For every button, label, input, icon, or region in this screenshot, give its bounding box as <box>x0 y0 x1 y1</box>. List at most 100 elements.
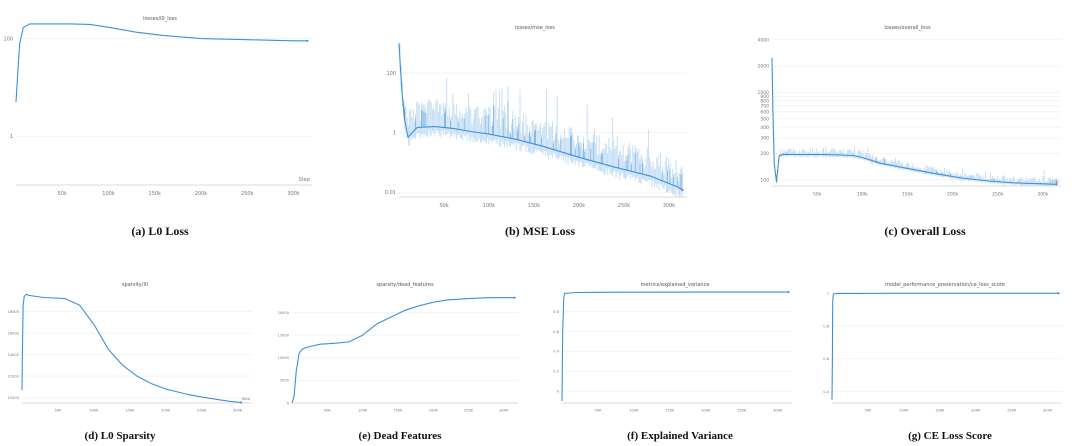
x-tick-label: 150K <box>125 409 135 413</box>
series-line <box>561 291 789 402</box>
x-tick-label: 100K <box>89 409 99 413</box>
x-tick-label: 250K <box>737 409 747 413</box>
y-tick-label: 0.6 <box>823 357 829 361</box>
chart-svg: 1 0.8 0.6 0.4 50K 100K 150K 200K 250K 300K <box>823 292 1062 413</box>
series-end-point <box>306 39 309 42</box>
x-tick-label: 250k <box>241 191 254 197</box>
x-tick-label: 150K <box>665 409 675 413</box>
y-tick-label: 4000 <box>758 37 770 43</box>
series-end-point <box>1055 183 1058 186</box>
y-tick-label: 10000 <box>278 356 290 360</box>
y-tick-label: 0.8 <box>553 310 559 314</box>
x-tick-label: 200K <box>701 409 711 413</box>
x-tick-label: 50k <box>58 191 67 197</box>
x-tick-label: 250K <box>197 409 207 413</box>
x-tick-label: 300K <box>1043 409 1053 413</box>
x-tick-label: 200k <box>195 191 208 197</box>
chart-ce-loss-score: 1 0.8 0.6 0.4 50K 100K 150K 200K 250K 300K model_… <box>810 282 1080 417</box>
y-tick-label: 18000 <box>8 310 20 314</box>
y-tick-label: 1 <box>827 292 829 296</box>
series-line <box>398 43 683 191</box>
x-tick-label: 300K <box>233 409 243 413</box>
x-tick-label: 250K <box>1007 409 1017 413</box>
y-tick-label: 12000 <box>8 374 20 378</box>
series-line <box>21 293 242 404</box>
x-tick-label: 150k <box>528 203 541 209</box>
chart-title: sparsity/l0 <box>121 282 149 288</box>
x-tick-label: 100K <box>358 409 368 413</box>
chart-title: metrics/explained_variance <box>640 282 710 288</box>
caption-dead-features: (e) Dead Features <box>358 430 442 442</box>
x-tick-label: 100k <box>857 192 869 198</box>
x-tick-label: 50K <box>54 409 62 413</box>
caption-mse-loss: (b) MSE Loss <box>504 224 575 238</box>
x-tick-label: 100K <box>899 409 909 413</box>
x-tick-label: 50K <box>324 409 332 413</box>
series-line <box>291 297 515 404</box>
x-tick-label: 200k <box>947 192 959 198</box>
y-tick-label: 800 <box>760 98 769 104</box>
chart-title: losses/mse_loss <box>515 25 555 31</box>
caption-explained-variance: (f) Explained Variance <box>627 430 733 442</box>
x-tick-label: 300k <box>287 191 300 197</box>
x-tick-label: 300k <box>1037 192 1049 198</box>
y-tick-label: 300 <box>760 136 769 142</box>
chart-svg: 0 5000 10000 15000 20000 50K 100K 150K 200K 250K 3… <box>278 296 518 413</box>
series-end-point <box>787 290 790 294</box>
series-end-point <box>240 401 243 404</box>
x-tick-label: 100K <box>629 409 639 413</box>
x-tick-label: 200K <box>971 409 981 413</box>
series-line <box>831 292 1059 400</box>
y-tick-label: 10000 <box>8 396 20 400</box>
caption-ce-loss-score: (g) CE Loss Score <box>908 430 992 442</box>
caption-overall-loss: (c) Overall Loss <box>884 224 966 238</box>
y-tick-label: 100 <box>760 177 769 183</box>
y-tick-label: 5000 <box>280 379 290 383</box>
x-tick-label: 50K <box>864 409 872 413</box>
x-tick-label: 150k <box>902 192 914 198</box>
chart-mse-loss: 100 1 0.01 50k 100k 150k 200k 250k 300k losses/m… <box>365 20 705 215</box>
y-tick-label: 0 <box>557 389 560 393</box>
x-tick-label: 250K <box>464 409 474 413</box>
y-tick-label: 1 <box>10 134 13 140</box>
y-tick-label: 16000 <box>8 331 20 335</box>
y-tick-label: 500 <box>760 116 769 122</box>
chart-title: model_performance_preservation/ce_loss_s… <box>885 282 1005 288</box>
caption-l0-loss: (a) L0 Loss <box>131 224 189 238</box>
y-tick-label: 0.2 <box>553 370 559 374</box>
x-tick-label: 250k <box>618 203 631 209</box>
x-tick-label: 50K <box>594 409 602 413</box>
chart-svg: 100 1 0.01 50k 100k 150k 200k 250k 300k <box>385 42 687 209</box>
x-tick-label: 200K <box>161 409 171 413</box>
series-end-point <box>1057 292 1060 295</box>
series-end-point <box>681 188 684 192</box>
chart-overall-loss: 4000 2000 1000 900 800 700 600 500 400 300 200 100 5… <box>740 20 1075 200</box>
y-tick-label: 700 <box>760 104 769 110</box>
y-tick-label: 1000 <box>758 90 770 96</box>
chart-dead-features: 0 5000 10000 15000 20000 50K 100K 150K 200K 250K 3… <box>270 282 540 417</box>
x-tick-label: 150K <box>393 409 403 413</box>
x-tick-label: 150K <box>935 409 945 413</box>
x-tick-label: 50k <box>439 203 448 209</box>
x-tick-label: 50k <box>813 192 822 198</box>
y-tick-label: 0 <box>287 401 290 405</box>
y-tick-label: 600 <box>760 109 769 115</box>
x-axis-label: Step <box>242 397 251 401</box>
y-tick-label: 400 <box>760 125 769 131</box>
y-tick-label: 0.8 <box>823 324 829 328</box>
y-tick-label: 1 <box>393 130 396 136</box>
x-axis-label: Step <box>299 177 310 183</box>
y-tick-label: 900 <box>760 94 769 100</box>
chart-explained-variance: 0.8 0.6 0.4 0.2 0 50K 100K 150K 200K 250K 300K met… <box>540 282 810 417</box>
y-tick-label: 15000 <box>278 333 290 337</box>
x-tick-label: 300K <box>499 409 509 413</box>
caption-l0-sparsity: (d) L0 Sparsity <box>84 430 156 442</box>
y-tick-label: 0.4 <box>553 350 559 354</box>
x-tick-label: 200k <box>573 203 586 209</box>
x-tick-label: 250k <box>992 192 1004 198</box>
x-tick-label: 150k <box>149 191 162 197</box>
series-line <box>15 23 308 103</box>
series-end-point <box>513 296 516 299</box>
y-tick-label: 20000 <box>278 311 290 315</box>
